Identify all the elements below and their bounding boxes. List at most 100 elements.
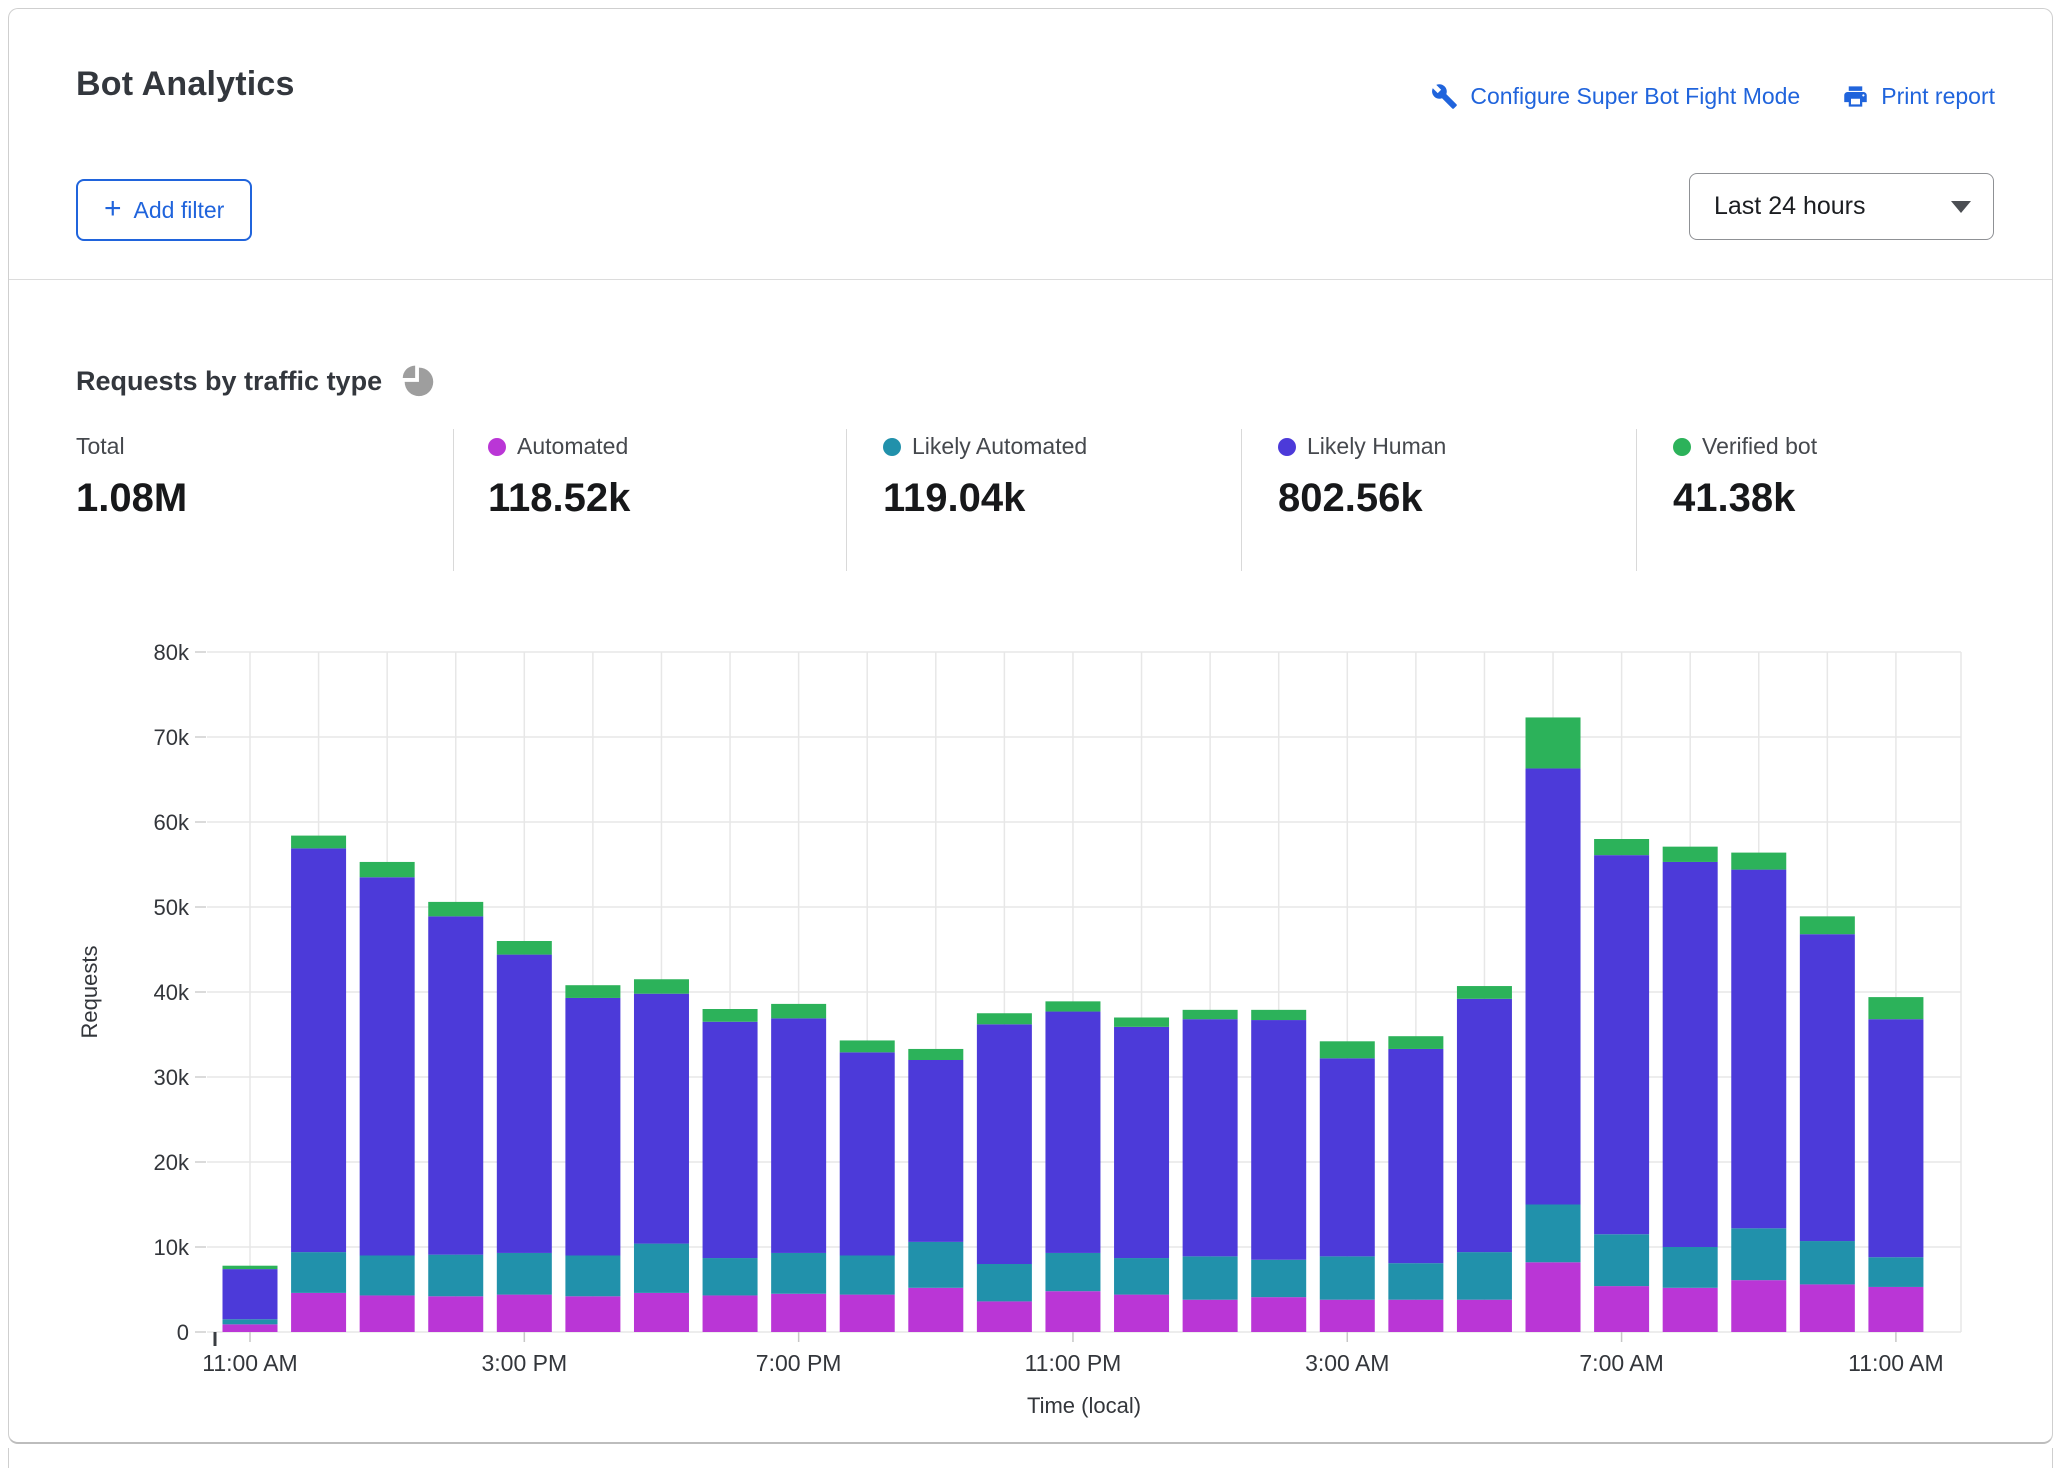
bar-segment-automated[interactable] bbox=[1045, 1291, 1100, 1332]
bar-segment-likely_automated[interactable] bbox=[634, 1244, 689, 1293]
bar-segment-verified_bot[interactable] bbox=[703, 1009, 758, 1022]
bar-segment-automated[interactable] bbox=[1663, 1288, 1718, 1332]
bar-segment-likely_human[interactable] bbox=[1045, 1012, 1100, 1253]
bar-segment-likely_human[interactable] bbox=[1868, 1019, 1923, 1257]
bar-segment-verified_bot[interactable] bbox=[1183, 1010, 1238, 1019]
bar-segment-likely_human[interactable] bbox=[908, 1060, 963, 1242]
bar-segment-likely_automated[interactable] bbox=[291, 1252, 346, 1293]
bar-segment-automated[interactable] bbox=[1388, 1300, 1443, 1332]
bar-segment-likely_automated[interactable] bbox=[1663, 1247, 1718, 1288]
bar-segment-likely_automated[interactable] bbox=[223, 1319, 278, 1324]
bar-segment-verified_bot[interactable] bbox=[1457, 986, 1512, 999]
bar-segment-automated[interactable] bbox=[1868, 1287, 1923, 1332]
bar-segment-likely_automated[interactable] bbox=[1800, 1241, 1855, 1284]
bar-segment-verified_bot[interactable] bbox=[1526, 717, 1581, 768]
bar-segment-verified_bot[interactable] bbox=[634, 979, 689, 993]
bar-segment-likely_human[interactable] bbox=[428, 916, 483, 1254]
bar-segment-likely_automated[interactable] bbox=[360, 1256, 415, 1296]
bar-segment-automated[interactable] bbox=[1800, 1284, 1855, 1332]
bar-segment-likely_automated[interactable] bbox=[703, 1258, 758, 1295]
bar-segment-likely_automated[interactable] bbox=[1251, 1260, 1306, 1297]
bar-segment-likely_automated[interactable] bbox=[1868, 1257, 1923, 1287]
bar-segment-verified_bot[interactable] bbox=[1663, 847, 1718, 862]
bar-segment-likely_human[interactable] bbox=[565, 998, 620, 1256]
bar-segment-likely_automated[interactable] bbox=[428, 1255, 483, 1297]
bar-segment-likely_human[interactable] bbox=[1594, 855, 1649, 1234]
bar-segment-likely_human[interactable] bbox=[1731, 870, 1786, 1229]
bar-segment-verified_bot[interactable] bbox=[1320, 1041, 1375, 1058]
bar-segment-verified_bot[interactable] bbox=[977, 1013, 1032, 1024]
bar-segment-automated[interactable] bbox=[703, 1295, 758, 1332]
bar-segment-likely_human[interactable] bbox=[1800, 934, 1855, 1241]
bar-segment-likely_human[interactable] bbox=[840, 1052, 895, 1255]
configure-sbfm-link[interactable]: Configure Super Bot Fight Mode bbox=[1431, 83, 1800, 110]
bar-segment-likely_automated[interactable] bbox=[497, 1253, 552, 1295]
bar-segment-automated[interactable] bbox=[908, 1288, 963, 1332]
bar-segment-verified_bot[interactable] bbox=[1800, 916, 1855, 934]
print-report-link[interactable]: Print report bbox=[1842, 83, 1995, 110]
bar-segment-likely_human[interactable] bbox=[977, 1024, 1032, 1264]
bar-segment-likely_automated[interactable] bbox=[1594, 1234, 1649, 1286]
bar-segment-likely_human[interactable] bbox=[634, 994, 689, 1244]
bar-segment-automated[interactable] bbox=[1320, 1300, 1375, 1332]
bar-segment-automated[interactable] bbox=[1251, 1297, 1306, 1332]
bar-segment-likely_automated[interactable] bbox=[1731, 1228, 1786, 1280]
bar-segment-automated[interactable] bbox=[1526, 1262, 1581, 1332]
bar-segment-likely_automated[interactable] bbox=[1388, 1263, 1443, 1300]
bar-segment-automated[interactable] bbox=[497, 1295, 552, 1332]
bar-segment-verified_bot[interactable] bbox=[223, 1266, 278, 1269]
bar-segment-verified_bot[interactable] bbox=[360, 862, 415, 877]
bar-segment-verified_bot[interactable] bbox=[497, 941, 552, 955]
bar-segment-likely_human[interactable] bbox=[1388, 1049, 1443, 1263]
bar-segment-likely_automated[interactable] bbox=[1526, 1205, 1581, 1263]
bar-segment-likely_automated[interactable] bbox=[1114, 1258, 1169, 1295]
bar-segment-verified_bot[interactable] bbox=[840, 1040, 895, 1052]
bar-segment-likely_human[interactable] bbox=[1251, 1020, 1306, 1260]
bar-segment-automated[interactable] bbox=[977, 1301, 1032, 1332]
bar-segment-likely_automated[interactable] bbox=[1183, 1256, 1238, 1299]
bar-segment-automated[interactable] bbox=[771, 1294, 826, 1332]
bar-segment-verified_bot[interactable] bbox=[1045, 1001, 1100, 1011]
bar-segment-verified_bot[interactable] bbox=[428, 902, 483, 916]
bar-segment-automated[interactable] bbox=[565, 1296, 620, 1332]
bar-segment-automated[interactable] bbox=[1731, 1280, 1786, 1332]
bar-segment-likely_automated[interactable] bbox=[565, 1256, 620, 1297]
bar-segment-likely_human[interactable] bbox=[1663, 862, 1718, 1247]
bar-segment-automated[interactable] bbox=[1114, 1295, 1169, 1332]
bar-segment-automated[interactable] bbox=[291, 1293, 346, 1332]
add-filter-button[interactable]: + Add filter bbox=[76, 179, 252, 241]
bar-segment-automated[interactable] bbox=[428, 1296, 483, 1332]
bar-segment-verified_bot[interactable] bbox=[908, 1049, 963, 1060]
bar-segment-likely_automated[interactable] bbox=[771, 1253, 826, 1294]
bar-segment-likely_human[interactable] bbox=[703, 1022, 758, 1258]
bar-segment-verified_bot[interactable] bbox=[1594, 839, 1649, 855]
bar-segment-likely_human[interactable] bbox=[291, 848, 346, 1252]
bar-segment-automated[interactable] bbox=[360, 1295, 415, 1332]
bar-segment-verified_bot[interactable] bbox=[1251, 1010, 1306, 1020]
bar-segment-likely_automated[interactable] bbox=[840, 1256, 895, 1295]
time-range-select[interactable]: Last 24 hours bbox=[1689, 173, 1994, 240]
bar-segment-verified_bot[interactable] bbox=[1731, 853, 1786, 870]
bar-segment-verified_bot[interactable] bbox=[1868, 997, 1923, 1019]
bar-segment-likely_automated[interactable] bbox=[1045, 1253, 1100, 1291]
bar-segment-likely_human[interactable] bbox=[1526, 768, 1581, 1204]
bar-segment-likely_human[interactable] bbox=[223, 1269, 278, 1319]
bar-segment-likely_human[interactable] bbox=[1457, 999, 1512, 1252]
bar-segment-automated[interactable] bbox=[634, 1293, 689, 1332]
bar-segment-automated[interactable] bbox=[840, 1295, 895, 1332]
bar-segment-likely_automated[interactable] bbox=[1320, 1256, 1375, 1299]
bar-segment-likely_human[interactable] bbox=[360, 877, 415, 1255]
bar-segment-likely_human[interactable] bbox=[1320, 1058, 1375, 1256]
bar-segment-verified_bot[interactable] bbox=[1114, 1018, 1169, 1027]
bar-segment-automated[interactable] bbox=[1457, 1300, 1512, 1332]
bar-segment-automated[interactable] bbox=[223, 1324, 278, 1332]
bar-segment-likely_human[interactable] bbox=[1114, 1027, 1169, 1258]
bar-segment-verified_bot[interactable] bbox=[1388, 1036, 1443, 1049]
bar-segment-likely_automated[interactable] bbox=[977, 1264, 1032, 1301]
bar-segment-likely_automated[interactable] bbox=[1457, 1252, 1512, 1300]
bar-segment-likely_human[interactable] bbox=[771, 1018, 826, 1253]
bar-segment-verified_bot[interactable] bbox=[565, 985, 620, 998]
bar-segment-likely_human[interactable] bbox=[1183, 1019, 1238, 1256]
bar-segment-automated[interactable] bbox=[1594, 1286, 1649, 1332]
bar-segment-automated[interactable] bbox=[1183, 1300, 1238, 1332]
